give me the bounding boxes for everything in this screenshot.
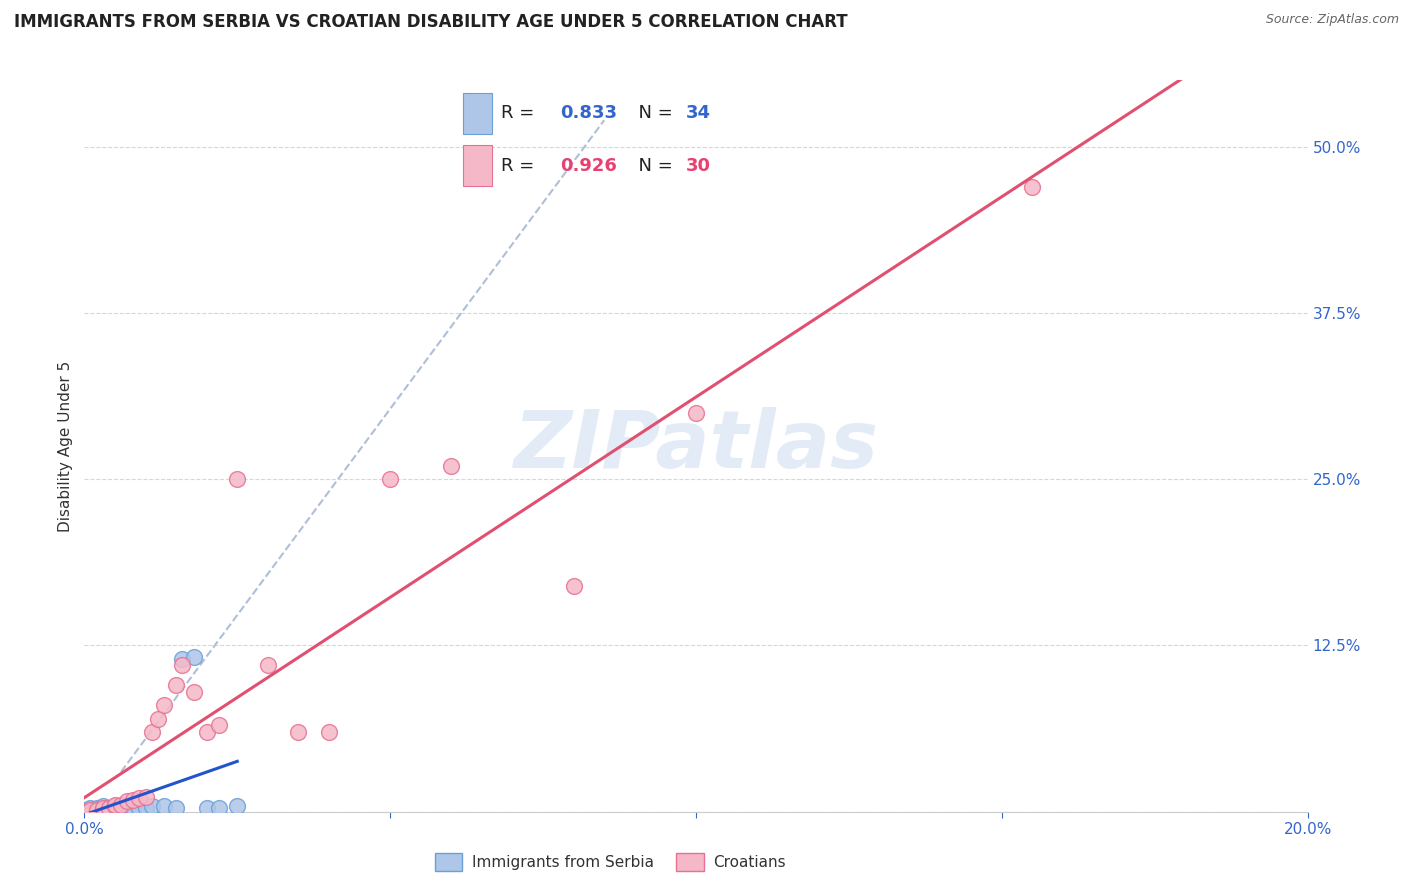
Point [153, 799, 176, 814]
Legend: Immigrants from Serbia, Croatians: Immigrants from Serbia, Croatians [429, 847, 792, 877]
Point [86, 805, 108, 819]
Point [226, 472, 249, 486]
Point [153, 698, 176, 713]
Point [73, 805, 96, 819]
Point [91, 801, 114, 815]
Point [172, 652, 194, 666]
Text: Source: ZipAtlas.com: Source: ZipAtlas.com [1265, 13, 1399, 27]
Point [685, 406, 707, 420]
Point [110, 804, 132, 818]
Point [91, 799, 114, 814]
Point [440, 458, 463, 473]
Point [380, 472, 402, 486]
Point [183, 685, 205, 699]
Point [165, 801, 187, 815]
Point [195, 725, 218, 739]
Point [86, 802, 108, 816]
Point [79, 802, 101, 816]
Point [208, 801, 231, 815]
Point [97, 801, 120, 815]
Point [79, 804, 101, 818]
Point [91, 804, 114, 818]
Point [73, 805, 96, 819]
Point [73, 804, 96, 818]
Point [165, 678, 187, 692]
Point [128, 791, 150, 805]
Point [195, 801, 218, 815]
Point [97, 802, 120, 816]
Point [91, 801, 114, 815]
Point [110, 801, 132, 815]
Point [104, 798, 127, 813]
Point [122, 801, 145, 815]
Y-axis label: Disability Age Under 5: Disability Age Under 5 [58, 360, 73, 532]
Point [91, 802, 114, 816]
Point [257, 658, 280, 673]
Point [562, 579, 585, 593]
Point [115, 794, 138, 808]
Point [86, 801, 108, 815]
Point [135, 790, 157, 805]
Point [183, 650, 205, 665]
Point [86, 804, 108, 818]
Point [141, 725, 163, 739]
Point [135, 801, 157, 815]
Point [226, 799, 249, 814]
Point [110, 802, 132, 816]
Text: IMMIGRANTS FROM SERBIA VS CROATIAN DISABILITY AGE UNDER 5 CORRELATION CHART: IMMIGRANTS FROM SERBIA VS CROATIAN DISAB… [14, 13, 848, 31]
Point [79, 805, 101, 819]
Point [104, 802, 127, 816]
Point [104, 801, 127, 815]
Point [79, 804, 101, 818]
Point [91, 802, 114, 816]
Point [104, 799, 127, 814]
Point [146, 712, 169, 726]
Point [97, 801, 120, 815]
Point [110, 798, 132, 813]
Point [318, 725, 340, 739]
Point [1021, 179, 1043, 194]
Point [128, 801, 150, 815]
Point [79, 801, 101, 815]
Point [141, 799, 163, 814]
Text: ZIPatlas: ZIPatlas [513, 407, 879, 485]
Point [115, 801, 138, 815]
Point [97, 804, 120, 818]
Point [172, 658, 194, 673]
Point [287, 725, 309, 739]
Point [122, 793, 145, 807]
Point [208, 718, 231, 732]
Point [86, 804, 108, 818]
